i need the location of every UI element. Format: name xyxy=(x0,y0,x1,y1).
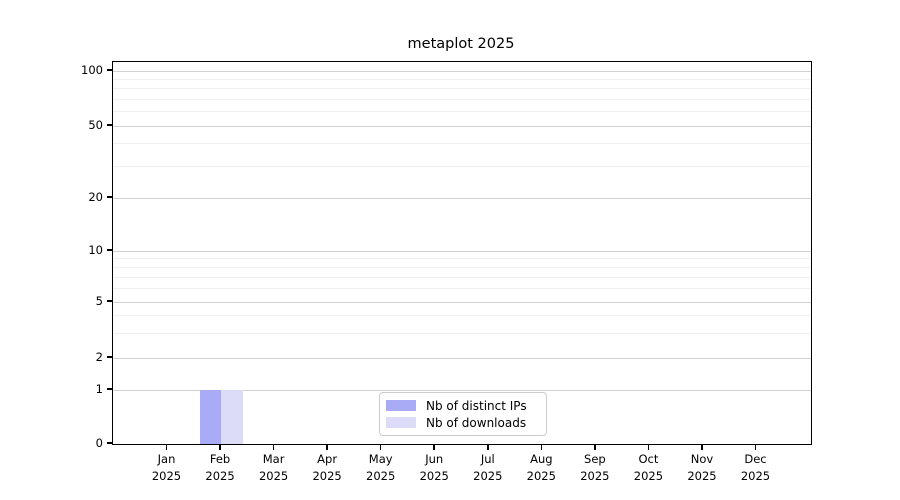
legend-entry: Nb of downloads xyxy=(386,416,540,430)
minor-gridline xyxy=(113,88,811,90)
bar-nb-of-distinct-ips-feb xyxy=(199,390,222,444)
x-tick-label: Aug 2025 xyxy=(526,452,556,483)
x-tick-label: Nov 2025 xyxy=(687,452,717,483)
x-tick-label: Oct 2025 xyxy=(633,452,664,483)
x-tick-label: Jul 2025 xyxy=(473,452,503,483)
y-tick-mark xyxy=(107,124,112,126)
major-gridline xyxy=(113,197,811,199)
major-gridline xyxy=(113,389,811,391)
y-tick-label: 1 xyxy=(95,382,103,396)
x-tick-label: Jun 2025 xyxy=(419,452,449,483)
bar-nb-of-downloads-feb xyxy=(221,390,243,444)
major-gridline xyxy=(113,250,811,252)
bars-layer xyxy=(113,62,811,444)
x-tick-mark xyxy=(540,444,543,450)
y-tick-mark xyxy=(107,196,112,198)
minor-gridline xyxy=(113,78,811,80)
y-tick-label: 50 xyxy=(88,118,103,132)
minor-gridline xyxy=(113,266,811,268)
y-tick-mark xyxy=(107,69,112,71)
grid-layer xyxy=(113,62,811,444)
chart-title: metaplot 2025 xyxy=(407,36,515,52)
minor-gridline xyxy=(113,332,811,334)
major-gridline xyxy=(113,125,811,127)
legend: Nb of distinct IPs Nb of downloads xyxy=(379,392,547,436)
x-tick-label: Feb 2025 xyxy=(205,452,235,483)
y-tick-label: 20 xyxy=(88,190,103,204)
y-tick-label: 2 xyxy=(95,350,103,364)
major-gridline xyxy=(113,357,811,359)
x-tick-mark xyxy=(594,444,596,450)
legend-label: Nb of downloads xyxy=(426,415,527,430)
x-tick-mark xyxy=(433,444,435,450)
legend-label: Nb of distinct IPs xyxy=(426,398,527,413)
x-tick-mark xyxy=(487,444,489,450)
minor-gridline xyxy=(113,288,811,290)
y-tick-mark xyxy=(107,249,112,251)
minor-gridline xyxy=(113,143,811,145)
legend-swatch-nb-of-downloads xyxy=(386,417,416,428)
x-tick-label: Jan 2025 xyxy=(151,452,182,483)
y-tick-label: 0 xyxy=(95,436,103,450)
y-tick-label: 100 xyxy=(81,63,103,77)
y-tick-label: 10 xyxy=(88,243,103,257)
y-tick-label: 5 xyxy=(95,294,103,308)
x-tick-mark xyxy=(379,444,382,450)
x-tick-mark xyxy=(219,444,221,450)
minor-gridline xyxy=(113,165,811,167)
x-tick-mark xyxy=(754,444,757,450)
x-tick-label: May 2025 xyxy=(366,452,396,483)
x-tick-label: Mar 2025 xyxy=(258,452,289,483)
major-gridline xyxy=(113,301,811,303)
minor-gridline xyxy=(113,258,811,260)
y-tick-mark xyxy=(107,300,112,302)
x-tick-mark xyxy=(701,444,703,450)
plot-area xyxy=(112,61,812,445)
y-tick-mark xyxy=(107,442,112,444)
minor-gridline xyxy=(113,98,811,100)
minor-gridline xyxy=(113,111,811,113)
y-tick-mark xyxy=(107,356,112,358)
minor-gridline xyxy=(113,315,811,317)
legend-swatch-nb-of-distinct-ips xyxy=(386,400,416,411)
x-tick-label: Sep 2025 xyxy=(580,452,610,483)
x-tick-label: Apr 2025 xyxy=(312,452,342,483)
x-tick-label: Dec 2025 xyxy=(740,452,771,483)
x-tick-mark xyxy=(272,444,275,450)
y-tick-mark xyxy=(107,388,112,390)
x-tick-mark xyxy=(326,444,328,450)
minor-gridline xyxy=(113,276,811,278)
legend-entry: Nb of distinct IPs xyxy=(386,399,540,413)
x-tick-mark xyxy=(165,444,168,450)
x-tick-mark xyxy=(647,444,650,450)
major-gridline xyxy=(113,70,811,72)
